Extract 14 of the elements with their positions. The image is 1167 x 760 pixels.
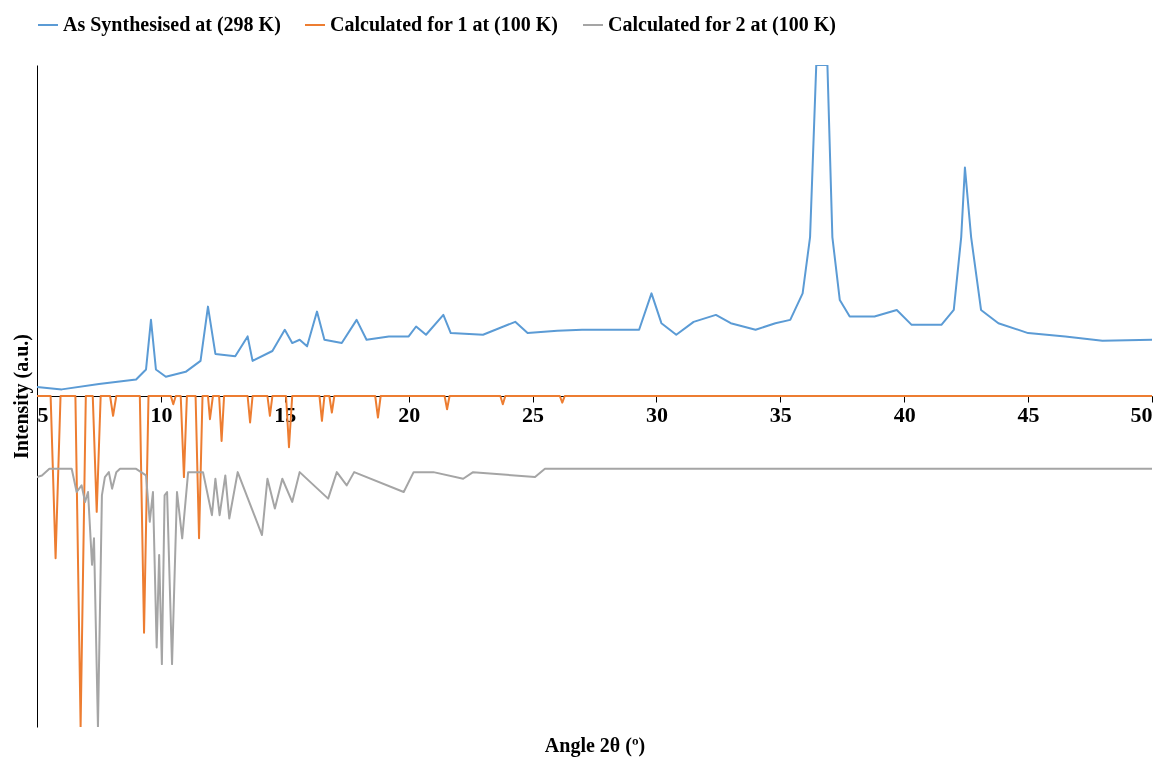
x-tick-label: 35 <box>769 401 792 427</box>
legend-label: Calculated for 2 at (100 K) <box>608 13 836 36</box>
x-tick-label: 30 <box>645 401 668 427</box>
legend-label: Calculated for 1 at (100 K) <box>330 13 558 36</box>
x-axis-title: Angle 2θ (º) <box>544 733 646 757</box>
x-tick-label: 20 <box>398 401 421 427</box>
legend-label: As Synthesised at (298 K) <box>63 13 281 36</box>
x-tick-label: 40 <box>893 401 916 427</box>
x-tick-label: 25 <box>522 401 545 427</box>
x-tick-label: 10 <box>150 401 173 427</box>
x-tick-label: 50 <box>1130 401 1153 427</box>
x-tick-label: 5 <box>37 401 49 427</box>
y-axis-title: Intensity (a.u.) <box>9 333 33 460</box>
x-tick-label: 45 <box>1017 401 1040 427</box>
